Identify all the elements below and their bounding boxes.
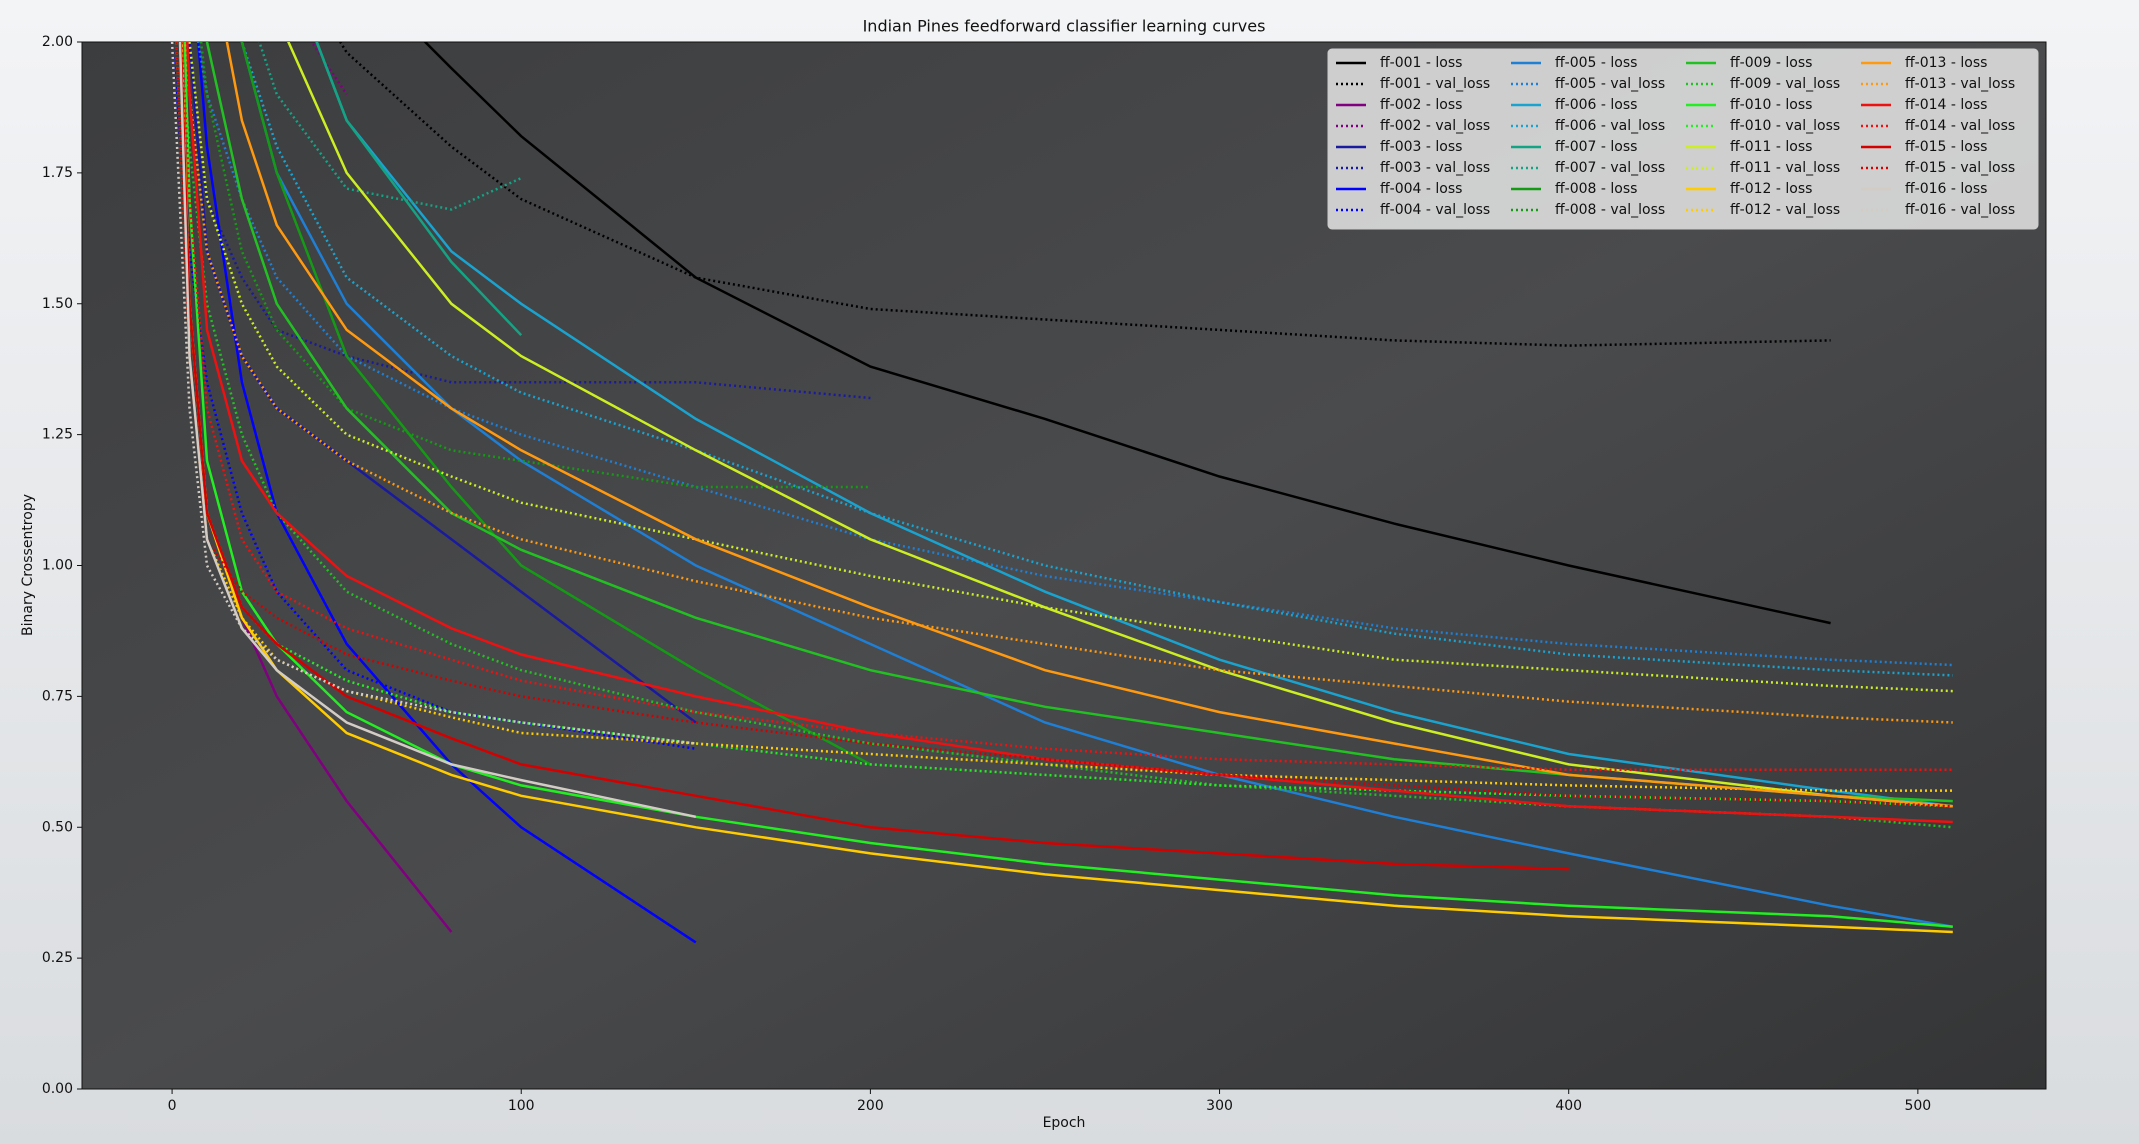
series-line: [199, 42, 871, 489]
series-line: [185, 42, 871, 400]
legend-label: ff-016 - val_loss: [1905, 202, 2015, 218]
series-line: [183, 42, 1953, 928]
y-axis-label: Binary Crossentropy: [20, 494, 36, 636]
legend-label: ff-012 - val_loss: [1730, 202, 1840, 218]
series-line: [287, 42, 1953, 808]
x-tick-label: 0: [168, 1098, 177, 1114]
y-tick-label: 0.00: [42, 1081, 73, 1097]
lines: [170, 42, 1954, 944]
series-line: [338, 42, 1831, 347]
y-tick-label: 1.75: [42, 165, 73, 181]
legend-label: ff-007 - loss: [1555, 139, 1637, 155]
series-line: [175, 42, 1953, 808]
series-line: [225, 42, 1953, 808]
series-line: [175, 42, 1953, 792]
legend-label: ff-011 - loss: [1730, 139, 1812, 155]
legend-label: ff-001 - loss: [1380, 55, 1462, 71]
legend-label: ff-016 - loss: [1905, 181, 1987, 197]
series-line: [178, 42, 697, 819]
x-tick-label: 200: [857, 1098, 884, 1114]
series-line: [240, 42, 871, 766]
y-tick-label: 0.75: [42, 688, 73, 704]
series-line: [240, 42, 1954, 928]
x-tick-label: 300: [1206, 1098, 1233, 1114]
y-tick-label: 2.00: [42, 34, 73, 50]
legend-label: ff-014 - val_loss: [1905, 118, 2015, 134]
series-line: [180, 42, 1953, 771]
legend-label: ff-009 - loss: [1730, 55, 1812, 71]
series-line: [423, 42, 1831, 625]
x-tick-label: 500: [1904, 1098, 1931, 1114]
legend-label: ff-003 - val_loss: [1380, 160, 1490, 176]
legend-label: ff-006 - val_loss: [1555, 118, 1665, 134]
legend-label: ff-011 - val_loss: [1730, 160, 1840, 176]
chart-title: Indian Pines feedforward classifier lear…: [863, 17, 1266, 36]
series-line: [179, 42, 1569, 871]
legend-box: [1327, 48, 2039, 230]
series-line: [315, 42, 1953, 808]
legend-label: ff-010 - loss: [1730, 97, 1812, 113]
legend-label: ff-005 - val_loss: [1555, 76, 1665, 92]
legend-label: ff-004 - val_loss: [1380, 202, 1490, 218]
legend-label: ff-004 - loss: [1380, 181, 1462, 197]
series-line: [196, 42, 1953, 667]
legend-label: ff-005 - loss: [1555, 55, 1637, 71]
legend-label: ff-008 - val_loss: [1555, 202, 1665, 218]
series-line: [179, 42, 1953, 829]
legend-label: ff-015 - loss: [1905, 139, 1987, 155]
legend-label: ff-002 - loss: [1380, 97, 1462, 113]
legend-label: ff-012 - loss: [1730, 181, 1812, 197]
y-tick-label: 1.00: [42, 558, 73, 574]
legend-label: ff-013 - val_loss: [1905, 76, 2015, 92]
legend-label: ff-002 - val_loss: [1380, 118, 1490, 134]
series-line: [186, 42, 1953, 824]
legend-label: ff-001 - val_loss: [1380, 76, 1490, 92]
legend-label: ff-015 - val_loss: [1905, 160, 2015, 176]
y-tick-label: 0.25: [42, 950, 73, 966]
series-line: [183, 42, 1953, 724]
legend-label: ff-007 - val_loss: [1555, 160, 1665, 176]
y-tick-label: 1.50: [42, 296, 73, 312]
legend-label: ff-009 - val_loss: [1730, 76, 1840, 92]
legend-label: ff-006 - loss: [1555, 97, 1637, 113]
series-line: [180, 42, 1953, 934]
legend-label: ff-008 - loss: [1555, 181, 1637, 197]
legend-label: ff-013 - loss: [1905, 55, 1987, 71]
x-axis-label: Epoch: [1043, 1115, 1086, 1131]
y-tick-label: 0.50: [42, 819, 73, 835]
y-tick-label: 1.25: [42, 427, 73, 443]
x-tick-label: 400: [1555, 1098, 1582, 1114]
legend-label: ff-010 - val_loss: [1730, 118, 1840, 134]
series-line: [315, 42, 523, 337]
legend-label: ff-003 - loss: [1380, 139, 1462, 155]
legend-label: ff-014 - loss: [1905, 97, 1987, 113]
x-tick-label: 100: [508, 1098, 535, 1114]
